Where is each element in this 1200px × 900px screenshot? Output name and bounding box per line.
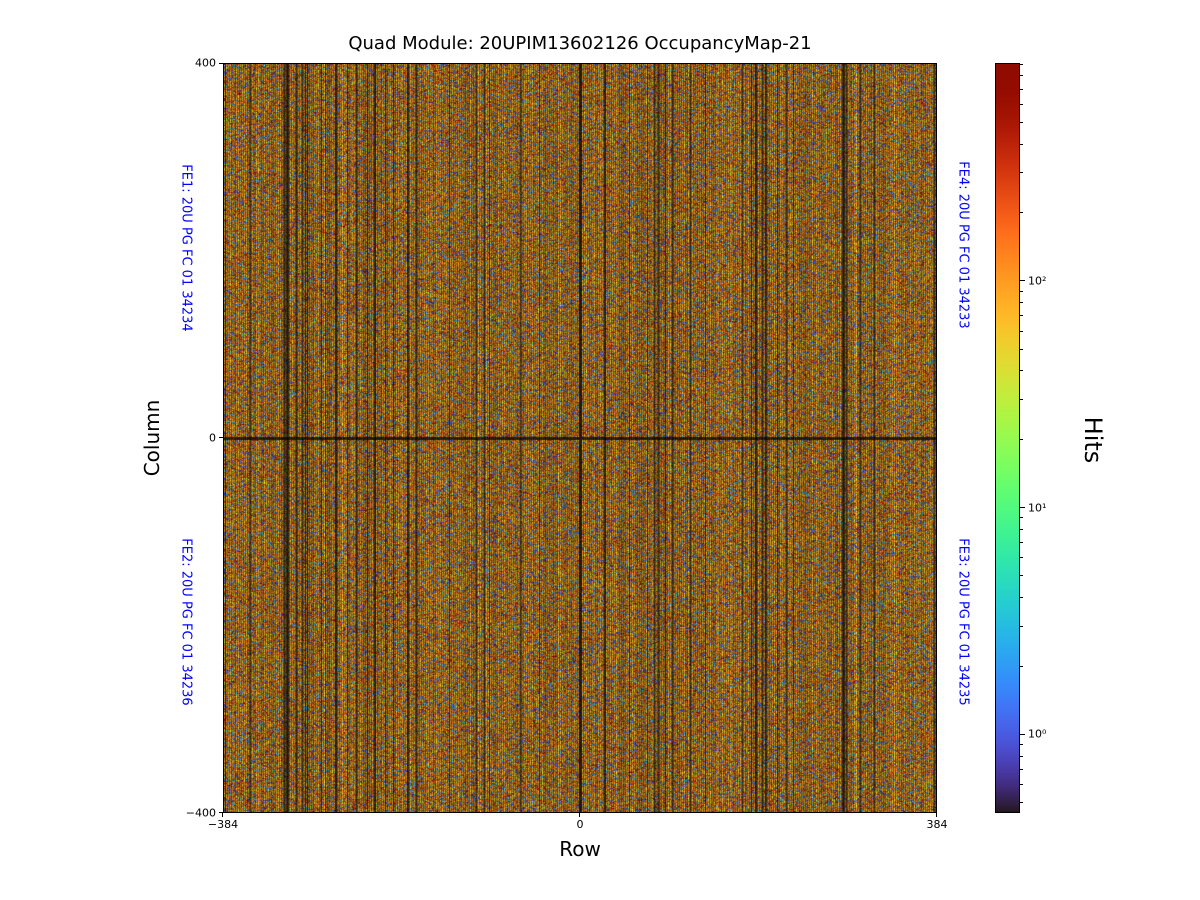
x-axis-label: Row [559,837,601,861]
x-tick-mark [936,813,937,817]
y-tick-label: 400 [195,56,216,70]
y-tick-label: −400 [185,806,216,820]
colorbar-minor-tick [1020,597,1023,599]
colorbar-minor-tick [1020,665,1023,667]
annotation-fe3: FE3: 20U PG FC 01 34235 [955,538,971,706]
colorbar-canvas [996,64,1019,812]
colorbar-minor-tick [1020,330,1023,332]
y-tick-label: 0 [209,431,216,445]
annotation-fe4: FE4: 20U PG FC 01 34233 [955,161,971,329]
y-axis-label: Column [140,399,164,477]
colorbar-minor-tick [1020,88,1023,90]
annotation-fe1: FE1: 20U PG FC 01 34234 [178,164,194,332]
colorbar-tick-label: 10⁰ [1028,727,1047,741]
annotation-fe2: FE2: 20U PG FC 01 34236 [178,538,194,706]
colorbar-minor-tick [1020,557,1023,559]
colorbar-tick-label: 10² [1028,274,1047,288]
colorbar-minor-tick [1020,438,1023,440]
colorbar-major-tick [1020,280,1025,282]
colorbar-minor-tick [1020,63,1023,65]
y-tick-mark [219,812,223,813]
colorbar-minor-tick [1020,575,1023,577]
colorbar-minor-tick [1020,290,1023,292]
colorbar-minor-tick [1020,348,1023,350]
colorbar-tick-label: 10¹ [1028,501,1047,515]
colorbar-minor-tick [1020,302,1023,304]
colorbar [995,63,1020,813]
colorbar-minor-tick [1020,121,1023,123]
colorbar-minor-tick [1020,625,1023,627]
x-tick-label: −384 [207,818,239,831]
x-tick-label: 384 [926,818,948,831]
y-tick-mark [219,437,223,438]
colorbar-minor-tick [1020,398,1023,400]
colorbar-minor-tick [1020,143,1023,145]
x-tick-mark [579,813,580,817]
heatmap-canvas [224,64,936,812]
colorbar-minor-tick [1020,517,1023,519]
colorbar-minor-tick [1020,103,1023,105]
colorbar-minor-tick [1020,172,1023,174]
colorbar-major-tick [1020,733,1025,735]
colorbar-minor-tick [1020,315,1023,317]
colorbar-label: Hits [1079,416,1107,464]
colorbar-minor-tick [1020,784,1023,786]
chart-title: Quad Module: 20UPIM13602126 OccupancyMap… [348,33,812,54]
colorbar-minor-tick [1020,744,1023,746]
x-tick-mark [222,813,223,817]
colorbar-minor-tick [1020,75,1023,77]
colorbar-major-tick [1020,507,1025,509]
x-tick-label: 0 [576,818,584,831]
colorbar-minor-tick [1020,529,1023,531]
colorbar-minor-tick [1020,802,1023,804]
heatmap-plot [223,63,937,813]
y-tick-mark [219,63,223,64]
colorbar-minor-tick [1020,768,1023,770]
colorbar-minor-tick [1020,211,1023,213]
colorbar-minor-tick [1020,370,1023,372]
colorbar-minor-tick [1020,755,1023,757]
colorbar-minor-tick [1020,542,1023,544]
